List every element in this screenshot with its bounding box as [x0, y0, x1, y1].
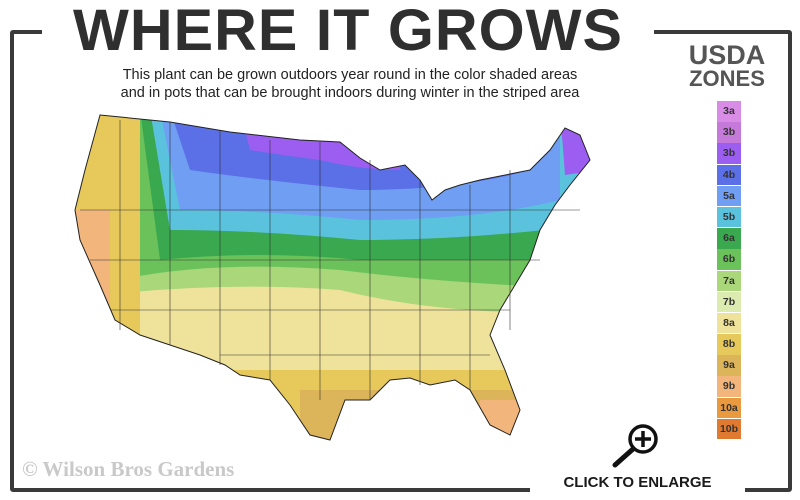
legend-zone-9a: 9a	[717, 355, 741, 376]
legend-zone-6b: 6b	[717, 249, 741, 270]
subtitle-line-2: and in pots that can be brought indoors …	[120, 85, 580, 101]
legend-zone-3a: 3a	[717, 101, 741, 122]
legend-zone-3b: 3b	[717, 122, 741, 143]
legend-zone-7a: 7a	[717, 270, 741, 291]
legend-zone-7b: 7b	[717, 291, 741, 313]
legend-zone-3b: 3b	[717, 143, 741, 164]
legend-title-line-1: USDA	[688, 40, 766, 70]
zoom-in-magnifier-icon[interactable]	[608, 422, 664, 468]
us-outline	[74, 114, 591, 441]
state-borders	[80, 120, 580, 400]
copyright-watermark: © Wilson Bros Gardens	[22, 457, 235, 481]
legend-zone-6a: 6a	[717, 228, 741, 249]
legend-zone-8a: 8a	[717, 312, 741, 334]
zone-legend: 3a 3b 3b 4b 5a 5b 6a 6b 7a 7b 8a 8b 9a 9b 10a 10b	[717, 101, 741, 440]
legend-zone-10a: 10a	[717, 397, 741, 419]
legend-zone-10b: 10b	[717, 418, 741, 440]
page-title: WHERE IT GROWS	[42, 0, 654, 62]
legend-zone-4b: 4b	[717, 164, 741, 186]
legend-zone-9b: 9b	[717, 376, 741, 397]
legend-title-line-2: ZONES	[689, 66, 765, 91]
legend-zone-5b: 5b	[717, 206, 741, 228]
usda-zone-map[interactable]	[60, 110, 620, 455]
legend-title: USDA ZONES	[672, 40, 782, 91]
subtitle: This plant can be grown outdoors year ro…	[60, 66, 640, 102]
subtitle-line-1: This plant can be grown outdoors year ro…	[122, 67, 578, 83]
zone-bands	[75, 115, 590, 440]
click-to-enlarge-button[interactable]: CLICK TO ENLARGE	[530, 470, 745, 500]
legend-zone-5a: 5a	[717, 185, 741, 207]
legend-zone-8b: 8b	[717, 334, 741, 355]
